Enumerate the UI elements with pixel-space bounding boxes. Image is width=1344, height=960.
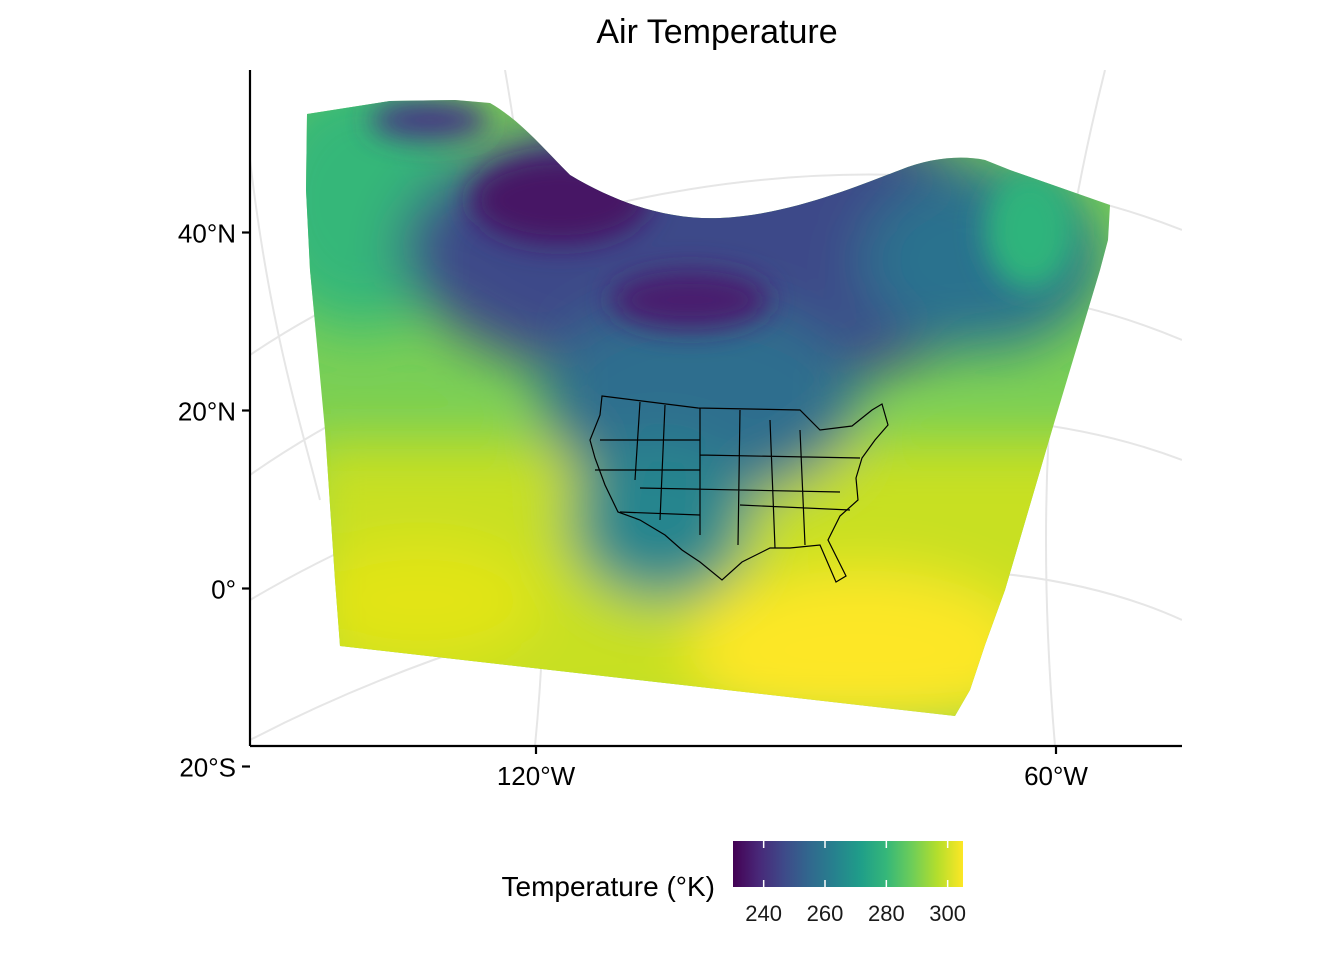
field-cold-core <box>610 270 770 330</box>
legend-tick-label: 240 <box>745 901 782 926</box>
legend-title: Temperature (°K) <box>502 871 716 902</box>
map-title: Air Temperature <box>596 13 837 51</box>
lat-tick-label: 20°N <box>178 397 236 427</box>
field-cold-core <box>370 100 490 140</box>
field-tropics <box>690 570 1030 716</box>
legend-colorbar <box>733 841 963 887</box>
field-atlantic-warm <box>985 170 1075 290</box>
legend-tick-label: 300 <box>929 901 966 926</box>
latitude-ticks: 40°N 20°N 0° 20°S <box>178 219 250 783</box>
lat-tick-label: 0° <box>211 575 236 605</box>
legend-tick-label: 260 <box>807 901 844 926</box>
legend: Temperature (°K) 240 260 280 300 <box>502 841 966 926</box>
map-panel <box>250 70 1182 746</box>
temperature-field <box>306 100 1110 716</box>
state-lines <box>595 401 861 549</box>
legend-tick-label: 280 <box>868 901 905 926</box>
lat-tick-label: 40°N <box>178 219 236 249</box>
axes <box>248 70 1182 748</box>
longitude-ticks: 120°W 60°W <box>497 746 1088 791</box>
legend-ticks: 240 260 280 300 <box>745 841 966 926</box>
lat-tick-label: 20°S <box>179 753 236 783</box>
us-outline <box>589 395 889 583</box>
graticule-meridian <box>250 159 321 501</box>
us-state-boundaries <box>589 395 889 583</box>
field-pacific-warm <box>306 540 540 660</box>
lon-tick-label: 60°W <box>1024 761 1088 791</box>
lon-tick-label: 120°W <box>497 761 576 791</box>
field-cold-core <box>470 155 650 245</box>
